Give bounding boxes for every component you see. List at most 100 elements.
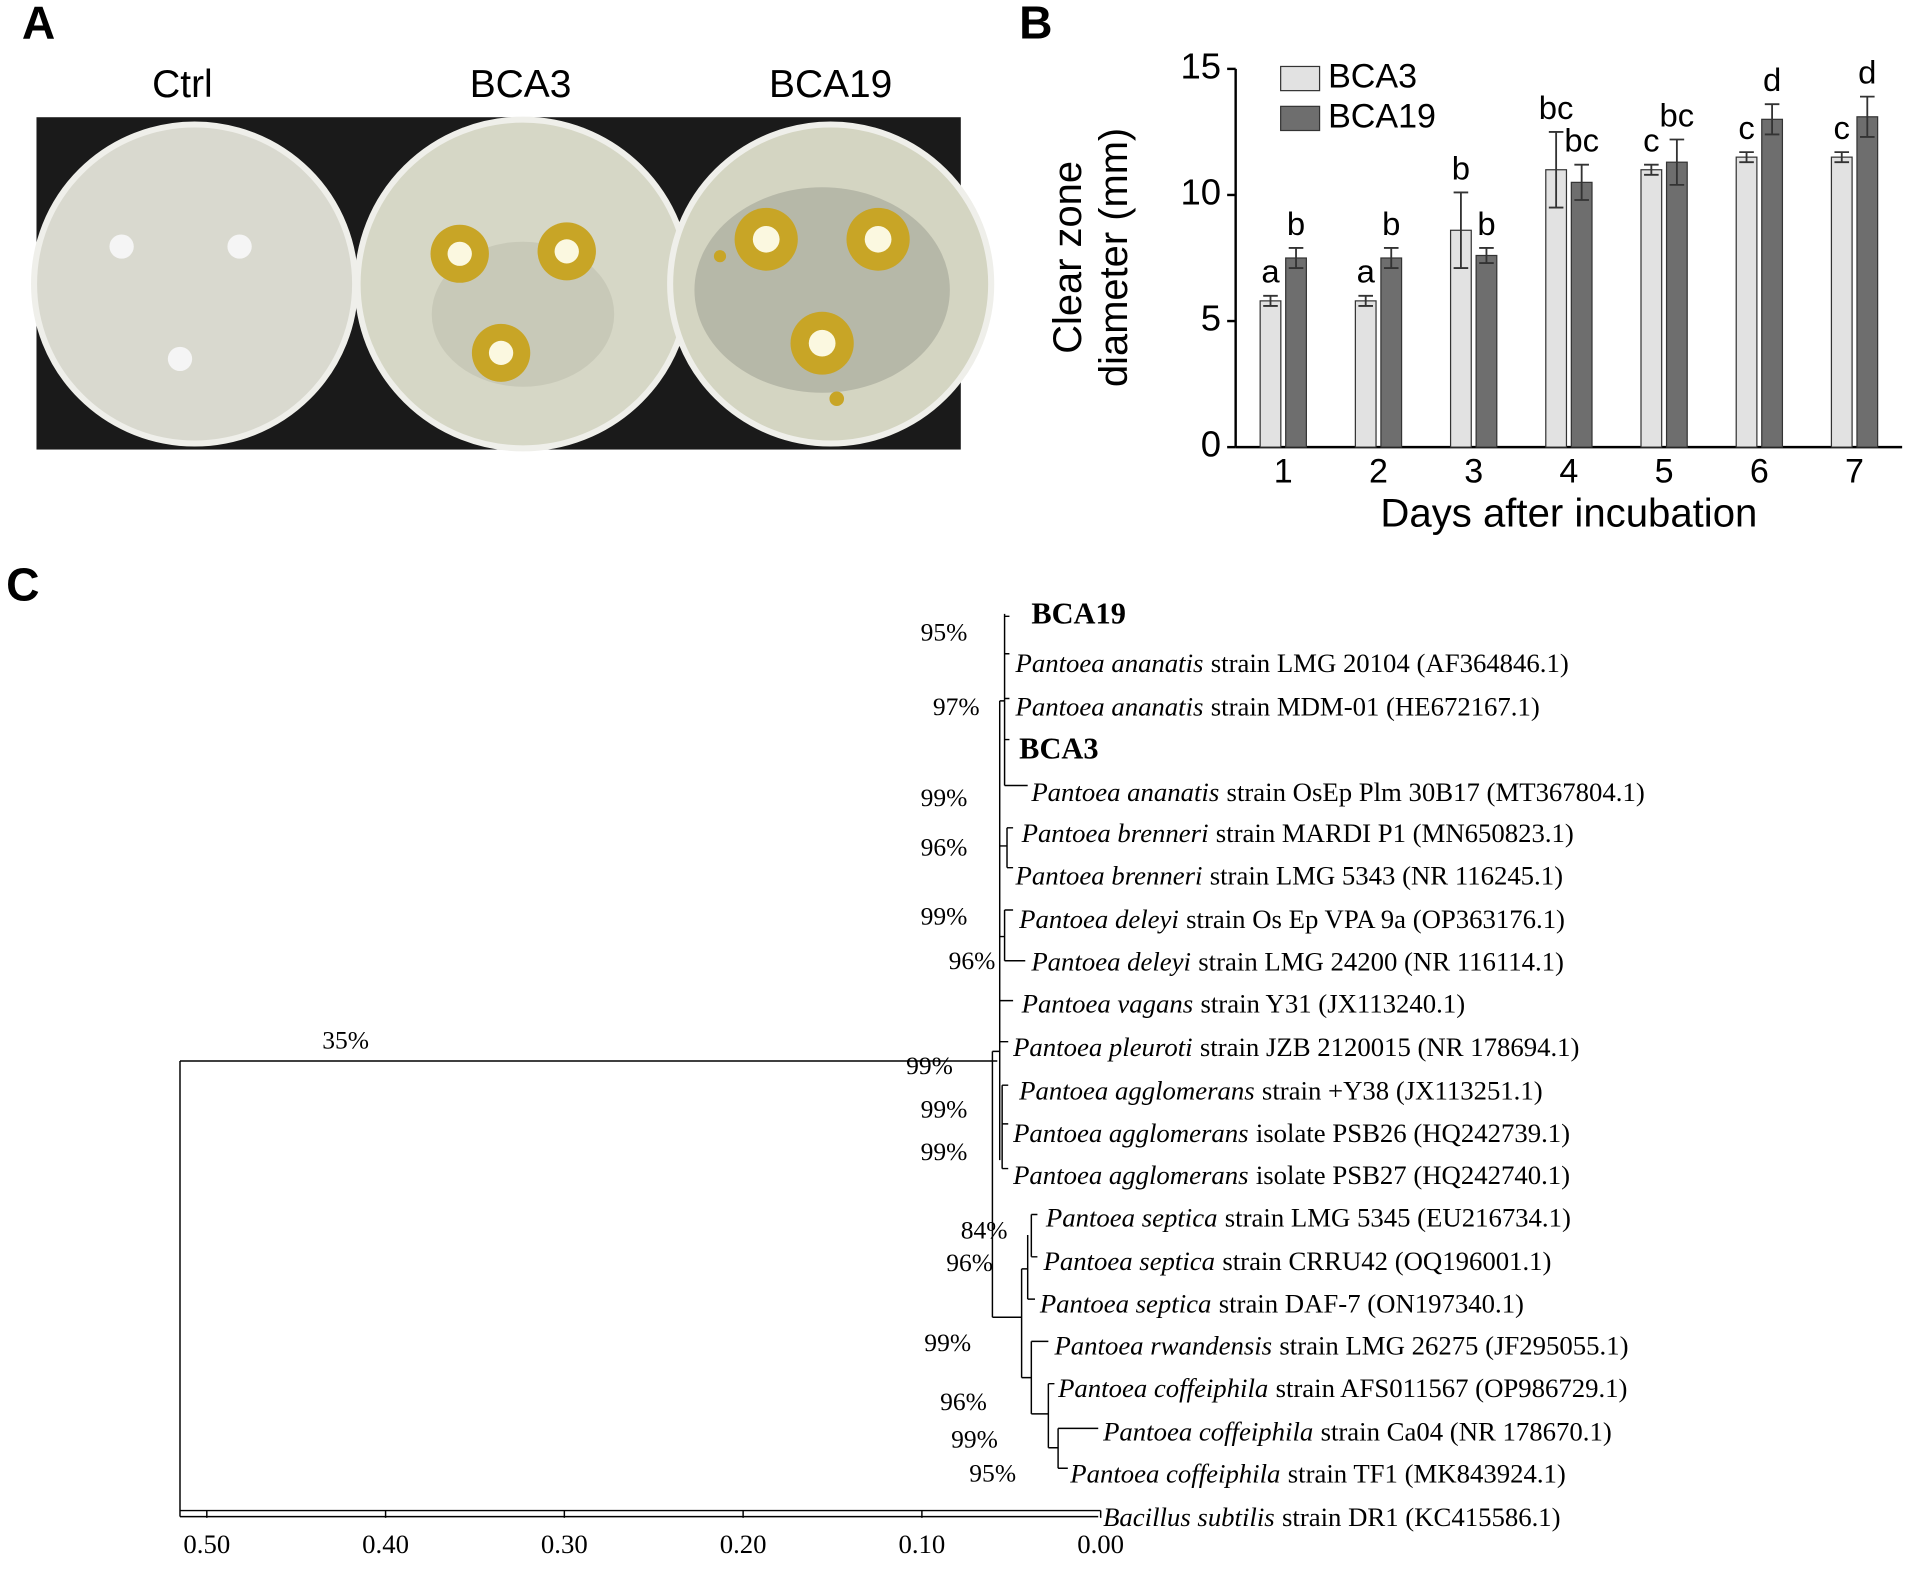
- legend-swatch: [1280, 105, 1321, 132]
- leaf-label: Pantoea agglomerans isolate PSB27 (HQ2427…: [1012, 1160, 1570, 1190]
- leaf-taxon: Pantoea septica: [1045, 1203, 1218, 1233]
- leaf-taxon: Pantoea septica: [1039, 1289, 1212, 1319]
- disc: [808, 329, 836, 357]
- significance-letter: a: [1261, 253, 1280, 290]
- panel-label: B: [1019, 0, 1052, 49]
- leaf-taxon: Pantoea pleuroti: [1012, 1032, 1192, 1062]
- disc: [554, 239, 579, 264]
- bar: [1475, 254, 1498, 448]
- leaf-label: Pantoea vagans strain Y31 (JX113240.1): [1021, 989, 1466, 1019]
- branch: [1020, 1213, 1038, 1378]
- panel-label: A: [22, 0, 55, 49]
- scale-tick-label: 0.10: [898, 1529, 945, 1559]
- error-bar: [1288, 247, 1304, 269]
- leaf-taxon: Pantoea deleyi: [1030, 947, 1191, 977]
- leaf-taxon: Pantoea agglomerans: [1012, 1118, 1248, 1148]
- y-tick-label: 10: [1180, 172, 1221, 213]
- scale-tick-label: 0.20: [720, 1529, 767, 1559]
- significance-letter: d: [1858, 54, 1876, 91]
- leaf-taxon: BCA19: [1031, 596, 1126, 630]
- bar: [1285, 257, 1307, 448]
- leaf-detail: strain DR1 (KC415586.1): [1282, 1502, 1561, 1532]
- plate-label: BCA19: [769, 63, 892, 106]
- scale-tick-label: 0.30: [541, 1529, 588, 1559]
- x-tick-label: 3: [1464, 453, 1483, 491]
- bootstrap-value: 95%: [921, 617, 968, 646]
- disc: [109, 234, 134, 259]
- leaf-taxon: Pantoea agglomerans: [1012, 1160, 1248, 1190]
- leaf-label: Pantoea brenneri strain LMG 5343 (NR 1162…: [1015, 861, 1564, 891]
- leaf-taxon: Pantoea deleyi: [1018, 904, 1179, 934]
- y-tick-label: 15: [1180, 46, 1221, 87]
- error-bar: [1644, 163, 1659, 176]
- leaf-detail: strain MDM-01 (HE672167.1): [1211, 692, 1540, 722]
- bootstrap-value: 99%: [924, 1328, 971, 1357]
- x-axis-label: Days after incubation: [1380, 492, 1757, 536]
- leaf-detail: strain Y31 (JX113240.1): [1200, 989, 1465, 1019]
- significance-letter: bc: [1564, 122, 1599, 159]
- error-bar: [1358, 294, 1374, 307]
- disc: [864, 225, 892, 253]
- bar: [1856, 116, 1879, 448]
- error-bar: [1574, 163, 1589, 201]
- leaf-taxon: Pantoea agglomerans: [1018, 1076, 1254, 1106]
- leaf-detail: strain TF1 (MK843924.1): [1288, 1459, 1566, 1489]
- y-axis-label: Clear zone: [1046, 161, 1090, 354]
- leaf-taxon: Pantoea ananatis: [1030, 777, 1219, 807]
- scale-tick-label: 0.50: [183, 1529, 230, 1559]
- colony: [829, 391, 845, 407]
- leaf-taxon: Pantoea rwandensis: [1053, 1331, 1272, 1361]
- leaf-taxon: Pantoea vagans: [1021, 989, 1194, 1019]
- branch: [991, 1050, 1022, 1318]
- leaf-label: Pantoea septica strain CRRU42 (OQ196001.1…: [1042, 1246, 1551, 1276]
- leaf-label: Pantoea pleuroti strain JZB 2120015 (NR 1…: [1012, 1032, 1579, 1062]
- leaf-label: Pantoea ananatis strain OsEp Plm 30B17 (M…: [1030, 777, 1644, 807]
- leaf-label: Pantoea deleyi strain LMG 24200 (NR 11611…: [1030, 947, 1564, 977]
- bar: [1545, 169, 1568, 448]
- leaf-detail: strain LMG 24200 (NR 116114.1): [1198, 947, 1564, 977]
- bootstrap-value: 96%: [921, 832, 968, 861]
- tree-branches: [179, 613, 1099, 1518]
- bar: [1830, 156, 1853, 448]
- bootstrap-value: 99%: [951, 1425, 998, 1454]
- leaf-detail: strain +Y38 (JX113251.1): [1262, 1076, 1543, 1106]
- leaf-label: BCA3: [1019, 732, 1098, 766]
- significance-letter: c: [1738, 109, 1754, 146]
- leaf-detail: isolate PSB27 (HQ242740.1): [1256, 1160, 1570, 1190]
- bar: [1761, 118, 1784, 448]
- bar: [1259, 300, 1282, 448]
- leaf-taxon: BCA3: [1019, 732, 1098, 766]
- leaf-label: Pantoea agglomerans isolate PSB26 (HQ2427…: [1012, 1118, 1570, 1148]
- bar: [1640, 169, 1663, 448]
- error-bar: [1834, 151, 1850, 164]
- leaf-detail: strain Ca04 (NR 178670.1): [1321, 1417, 1612, 1447]
- colony: [713, 250, 727, 263]
- disc: [752, 225, 780, 253]
- y-tick-label: 0: [1201, 424, 1221, 465]
- leaf-detail: strain JZB 2120015 (NR 178694.1): [1200, 1032, 1580, 1062]
- leaf-label: Pantoea septica strain LMG 5345 (EU216734…: [1045, 1203, 1571, 1233]
- bootstrap-value: 96%: [940, 1387, 987, 1416]
- bar-chart: Days after incubation Clear zone diamete…: [1046, 68, 1903, 536]
- error-bar: [1453, 191, 1469, 269]
- x-tick-label: 6: [1750, 453, 1769, 491]
- error-bar: [1479, 247, 1494, 264]
- branch: [1003, 827, 1026, 962]
- leaf-taxon: Pantoea coffeiphila: [1069, 1459, 1280, 1489]
- leaf-label: Bacillus subtilis strain DR1 (KC415586.1): [1103, 1502, 1560, 1532]
- leaf-detail: strain Os Ep VPA 9a (OP363176.1): [1186, 904, 1565, 934]
- legend-label: BCA19: [1328, 97, 1436, 135]
- leaf-detail: strain LMG 26275 (JF295055.1): [1279, 1331, 1628, 1361]
- significance-letter: b: [1452, 149, 1470, 186]
- bootstrap-value: 99%: [921, 901, 968, 930]
- leaf-detail: strain MARDI P1 (MN650823.1): [1216, 818, 1574, 848]
- leaf-label: BCA19: [1031, 596, 1126, 630]
- leaf-label: Pantoea septica strain DAF-7 (ON197340.1): [1039, 1289, 1524, 1319]
- bootstrap-value: 84%: [961, 1216, 1008, 1245]
- leaf-detail: strain LMG 5343 (NR 116245.1): [1210, 861, 1563, 891]
- bar: [1380, 257, 1403, 448]
- scale-tick-label: 0.00: [1077, 1529, 1124, 1559]
- leaf-detail: isolate PSB26 (HQ242739.1): [1256, 1118, 1570, 1148]
- leaf-taxon: Bacillus subtilis: [1103, 1502, 1275, 1532]
